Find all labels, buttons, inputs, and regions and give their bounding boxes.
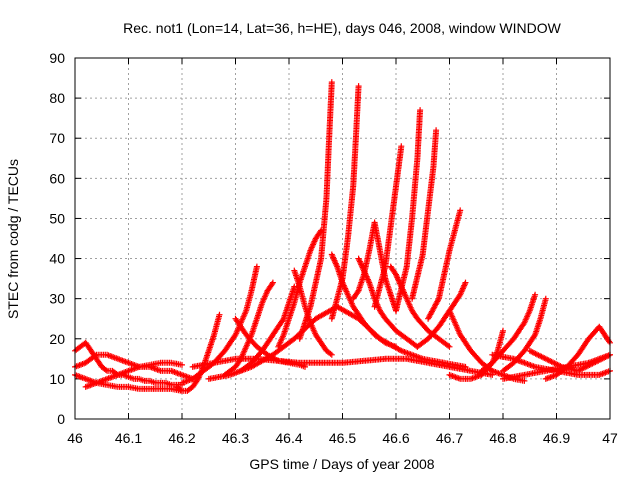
y-tick-label: 10 <box>49 371 65 387</box>
x-tick-label: 46.8 <box>489 430 516 446</box>
data-point-marker <box>328 79 335 86</box>
y-tick-label: 30 <box>49 291 65 307</box>
data-point-marker <box>489 371 496 378</box>
series-track <box>387 263 453 350</box>
data-point-marker <box>462 279 469 286</box>
y-tick-label: 0 <box>57 411 65 427</box>
data-point-marker <box>417 107 424 114</box>
data-point-marker <box>102 366 109 373</box>
y-tick-label: 50 <box>49 210 65 226</box>
data-point-marker <box>531 333 538 340</box>
y-tick-label: 70 <box>49 130 65 146</box>
data-points <box>72 79 613 394</box>
data-point-marker <box>521 377 528 384</box>
data-point-marker <box>557 363 564 370</box>
data-point-marker <box>446 343 453 350</box>
x-tick-label: 46.4 <box>275 430 302 446</box>
chart-title: Rec. not1 (Lon=14, Lat=36, h=HE), days 0… <box>123 20 562 36</box>
y-tick-label: 60 <box>49 170 65 186</box>
x-tick-label: 46.5 <box>329 430 356 446</box>
series-track <box>296 79 335 342</box>
data-point-marker <box>500 327 506 334</box>
series-track <box>393 107 424 314</box>
series-track <box>526 347 613 374</box>
y-tick-label: 80 <box>49 90 65 106</box>
data-point-marker <box>542 295 549 302</box>
series-track <box>542 323 613 382</box>
data-point-marker <box>532 291 539 298</box>
data-point-marker <box>92 352 99 359</box>
series-track <box>500 295 549 374</box>
series-track <box>275 227 325 350</box>
y-tick-label: 90 <box>49 50 65 66</box>
x-tick-label: 46.7 <box>436 430 463 446</box>
series-track <box>478 291 539 374</box>
x-tick-label: 46.9 <box>543 430 570 446</box>
series-track <box>221 279 276 378</box>
data-point-marker <box>433 127 440 134</box>
x-tick-label: 46.1 <box>115 430 142 446</box>
data-point-marker <box>216 311 223 318</box>
data-point-marker <box>457 207 464 214</box>
series-track <box>409 127 440 302</box>
data-point-marker <box>355 83 362 90</box>
data-point-marker <box>253 263 260 270</box>
x-axis-label: GPS time / Days of year 2008 <box>249 456 434 472</box>
series-track <box>328 83 362 322</box>
series-track <box>371 143 405 310</box>
series-track <box>173 311 223 394</box>
data-point-marker <box>328 351 335 358</box>
plot-frame <box>74 57 611 420</box>
axis-ticks: 46 46.1 46.2 46.3 46.4 46.5 46.6 46.7 46.8 46.9 47… <box>49 50 618 446</box>
data-point-marker <box>606 338 613 345</box>
y-axis-label: STEC from codg / TECUs <box>5 159 21 319</box>
y-tick-label: 20 <box>49 331 65 347</box>
data-point-marker <box>398 143 405 150</box>
data-point-marker <box>462 363 469 370</box>
x-tick-label: 46 <box>67 430 83 446</box>
series-track <box>425 207 464 322</box>
x-tick-label: 47 <box>602 430 618 446</box>
series-track <box>414 279 469 350</box>
x-tick-label: 46.6 <box>382 430 409 446</box>
data-point-marker <box>317 228 324 235</box>
x-tick-label: 46.3 <box>222 430 249 446</box>
series-track <box>350 219 399 314</box>
x-tick-label: 46.2 <box>168 430 195 446</box>
data-point-marker <box>269 279 276 286</box>
data-point-marker <box>445 342 452 349</box>
series-track <box>237 283 298 374</box>
series-track <box>82 359 185 390</box>
series-track <box>205 303 469 382</box>
series-track <box>179 263 260 386</box>
data-point-marker <box>179 361 185 368</box>
data-point-marker <box>177 386 184 393</box>
y-tick-label: 40 <box>49 251 65 267</box>
data-point-marker <box>327 350 334 357</box>
